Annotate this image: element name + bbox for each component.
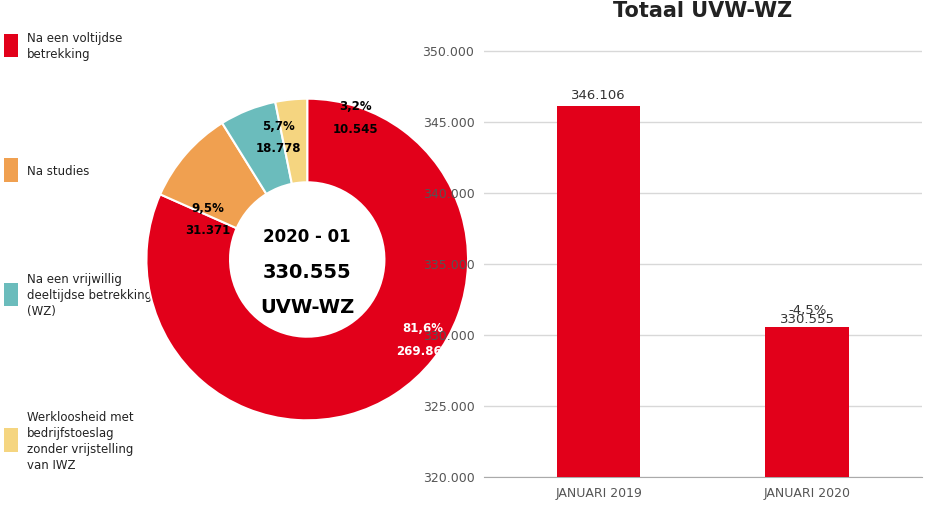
- Text: 3,2%: 3,2%: [339, 100, 371, 113]
- Bar: [557, 106, 641, 477]
- Text: UVW-WZ: UVW-WZ: [260, 298, 355, 317]
- Wedge shape: [276, 99, 307, 184]
- Bar: [4, 34, 19, 57]
- Text: Na studies: Na studies: [27, 165, 89, 178]
- Text: 81,6%: 81,6%: [402, 322, 443, 335]
- Text: 269.861: 269.861: [396, 345, 450, 358]
- Text: Na een voltijdse
betrekking: Na een voltijdse betrekking: [27, 32, 122, 61]
- Text: 18.778: 18.778: [255, 142, 301, 155]
- Text: 330.555: 330.555: [779, 313, 834, 326]
- Text: -4,5%: -4,5%: [788, 304, 827, 317]
- Bar: [4, 158, 19, 182]
- Wedge shape: [160, 123, 266, 228]
- Text: 330.555: 330.555: [263, 263, 352, 282]
- Wedge shape: [146, 99, 468, 420]
- Wedge shape: [223, 102, 291, 194]
- Bar: [4, 283, 19, 306]
- Text: 346.106: 346.106: [572, 89, 626, 102]
- Bar: [765, 327, 849, 477]
- Title: Totaal UVW-WZ: Totaal UVW-WZ: [614, 1, 792, 21]
- Text: 5,7%: 5,7%: [262, 119, 294, 132]
- Text: Na een vrijwillig
deeltijdse betrekking
(WZ): Na een vrijwillig deeltijdse betrekking …: [27, 274, 152, 318]
- Bar: [4, 428, 19, 452]
- Text: 10.545: 10.545: [332, 123, 378, 136]
- Text: 2020 - 01: 2020 - 01: [263, 228, 351, 246]
- Text: 31.371: 31.371: [185, 224, 230, 237]
- Text: 9,5%: 9,5%: [191, 201, 224, 214]
- Text: Werkloosheid met
bedrijfstoeslag
zonder vrijstelling
van IWZ: Werkloosheid met bedrijfstoeslag zonder …: [27, 411, 133, 472]
